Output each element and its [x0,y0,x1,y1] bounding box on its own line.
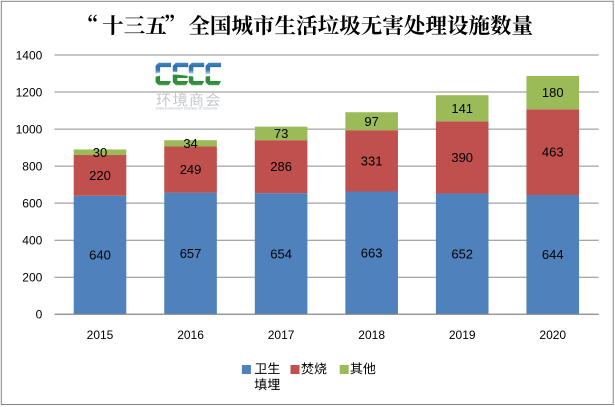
svg-text:200: 200 [22,271,42,285]
svg-text:390: 390 [451,150,473,165]
svg-text:2016: 2016 [177,328,204,342]
svg-text:2015: 2015 [87,328,114,342]
svg-text:220: 220 [89,168,111,183]
svg-text:34: 34 [183,136,197,151]
svg-text:China Environment Chamber of C: China Environment Chamber of Commerce [156,107,218,111]
svg-text:30: 30 [93,145,107,160]
svg-text:400: 400 [22,234,42,248]
svg-text:1000: 1000 [16,122,43,136]
svg-text:1200: 1200 [16,85,43,99]
svg-text:97: 97 [364,114,378,129]
svg-text:644: 644 [542,247,564,262]
svg-text:2017: 2017 [268,328,295,342]
svg-text:331: 331 [361,153,383,168]
svg-text:663: 663 [361,245,383,260]
svg-text:2020: 2020 [539,328,566,342]
svg-text:0: 0 [36,308,43,322]
svg-text:73: 73 [274,126,288,141]
svg-text:640: 640 [89,248,111,263]
svg-text:654: 654 [270,246,292,261]
svg-text:141: 141 [451,101,473,116]
svg-text:657: 657 [180,246,202,261]
svg-text:800: 800 [22,160,42,174]
svg-text:180: 180 [542,85,564,100]
svg-text:249: 249 [180,162,202,177]
svg-text:2018: 2018 [358,328,385,342]
svg-text:652: 652 [451,246,473,261]
svg-text:1400: 1400 [16,48,43,62]
svg-text:2019: 2019 [449,328,476,342]
svg-text:286: 286 [270,159,292,174]
svg-text:463: 463 [542,145,564,160]
svg-text:600: 600 [22,197,42,211]
